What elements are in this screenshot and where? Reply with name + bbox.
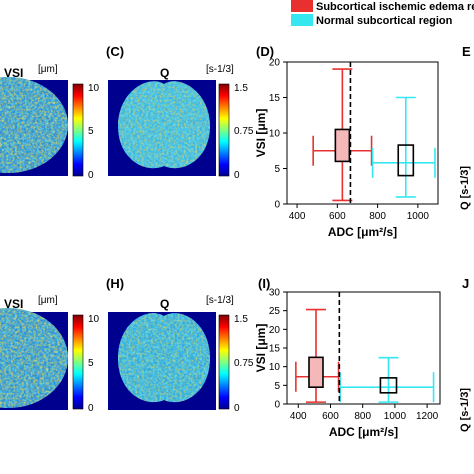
x-tick-label: 400: [289, 211, 306, 222]
x-tick-label: 1000: [407, 211, 430, 222]
q-tick-mid: 0.75: [234, 126, 254, 137]
boxplot-i: 0 5 10 15 20 25 30 400 600 800 1000 1200 ADC [μm²/s]…: [254, 288, 441, 439]
vsi-colorbar: [72, 83, 84, 177]
panel-letter-h: (H): [106, 276, 124, 291]
iqr-box: [379, 377, 398, 394]
legend-label-normal: Normal subcortical region: [316, 15, 453, 27]
q-colorbar: [218, 314, 230, 410]
vsi-tick-min: 0: [88, 170, 94, 181]
q-tick-mid: 0.75: [234, 358, 254, 369]
y-tick-label: 10: [269, 362, 281, 373]
y-tick-label: 20: [269, 325, 281, 336]
legend-swatch-edema: [291, 0, 313, 12]
vsi-tick-max: 10: [88, 83, 100, 94]
vsi-tick-min: 0: [88, 403, 94, 414]
x-tick-label: 800: [354, 411, 371, 422]
legend-label-edema: Subcortical ischemic edema re: [316, 1, 474, 13]
q-colorbar: [218, 83, 230, 177]
legend-swatch-normal: [291, 14, 313, 26]
vsi-title: VSI: [4, 66, 23, 80]
iqr-box: [308, 356, 324, 389]
panel-letter-c: (C): [106, 44, 124, 59]
iqr-box: [397, 144, 415, 177]
vsi-unit: [μm]: [38, 64, 58, 75]
y-tick-label: 15: [269, 93, 281, 104]
y-tick-label: 25: [269, 306, 281, 317]
q-unit: [s-1/3]: [206, 64, 234, 75]
vsi-colorbar: [72, 314, 84, 410]
panel-letter-j: J: [462, 276, 469, 291]
y-axis-label: VSI [μm]: [254, 109, 268, 158]
panel-q-map-row1: (C) Q [s-1/3] 1.5 0.75 0: [106, 44, 254, 181]
panel-vsi-map-row2: VSI [μm] 10 5 0: [0, 295, 100, 414]
panel-q-map-row2: (H) Q [s-1/3] 1.5 0.75 0: [106, 276, 254, 414]
vsi-title: VSI: [4, 297, 23, 311]
vsi-tick-mid: 5: [88, 126, 94, 137]
right-axis-label-row2: Q [s-1/3]: [459, 388, 471, 432]
x-axis-label: ADC [μm²/s]: [328, 225, 397, 239]
y-tick-label: 20: [269, 58, 281, 69]
x-tick-label: 1000: [384, 411, 407, 422]
y-tick-label: 0: [274, 400, 280, 411]
y-tick-label: 10: [269, 129, 281, 140]
iqr-box: [334, 128, 351, 163]
legend: Subcortical ischemic edema re Normal sub…: [291, 0, 474, 27]
x-tick-label: 1200: [416, 411, 439, 422]
vsi-unit: [μm]: [38, 295, 58, 306]
x-axis-label: ADC [μm²/s]: [329, 425, 398, 439]
plot-frame: [286, 61, 439, 205]
x-tick-label: 400: [290, 411, 307, 422]
q-tick-min: 0: [234, 170, 240, 181]
y-tick-label: 30: [269, 288, 281, 299]
panel-letter-d: (D): [256, 44, 274, 59]
panel-letter-e: E: [462, 44, 471, 59]
panel-vsi-map-row1: VSI [μm] 10 5 0: [0, 64, 100, 181]
vsi-tick-max: 10: [88, 314, 100, 325]
y-tick-label: 0: [274, 200, 280, 211]
boxplot-d: 0 5 10 15 20 400 600 800 1000 ADC [μm²/s] VSI [μm]: [254, 58, 439, 239]
q-tick-max: 1.5: [234, 83, 248, 94]
x-tick-label: 600: [329, 211, 346, 222]
vsi-tick-mid: 5: [88, 358, 94, 369]
right-axis-label-row1: Q [s-1/3]: [459, 166, 471, 210]
q-title: Q: [160, 297, 169, 311]
y-tick-label: 15: [269, 344, 281, 355]
q-tick-max: 1.5: [234, 314, 248, 325]
y-tick-label: 5: [274, 164, 280, 175]
panel-letter-i: (I): [258, 276, 270, 291]
q-tick-min: 0: [234, 403, 240, 414]
q-title: Q: [160, 66, 169, 80]
y-axis-label: VSI [μm]: [254, 324, 268, 373]
x-tick-label: 600: [322, 411, 339, 422]
x-tick-label: 800: [369, 211, 386, 222]
y-tick-label: 5: [274, 381, 280, 392]
q-unit: [s-1/3]: [206, 295, 234, 306]
